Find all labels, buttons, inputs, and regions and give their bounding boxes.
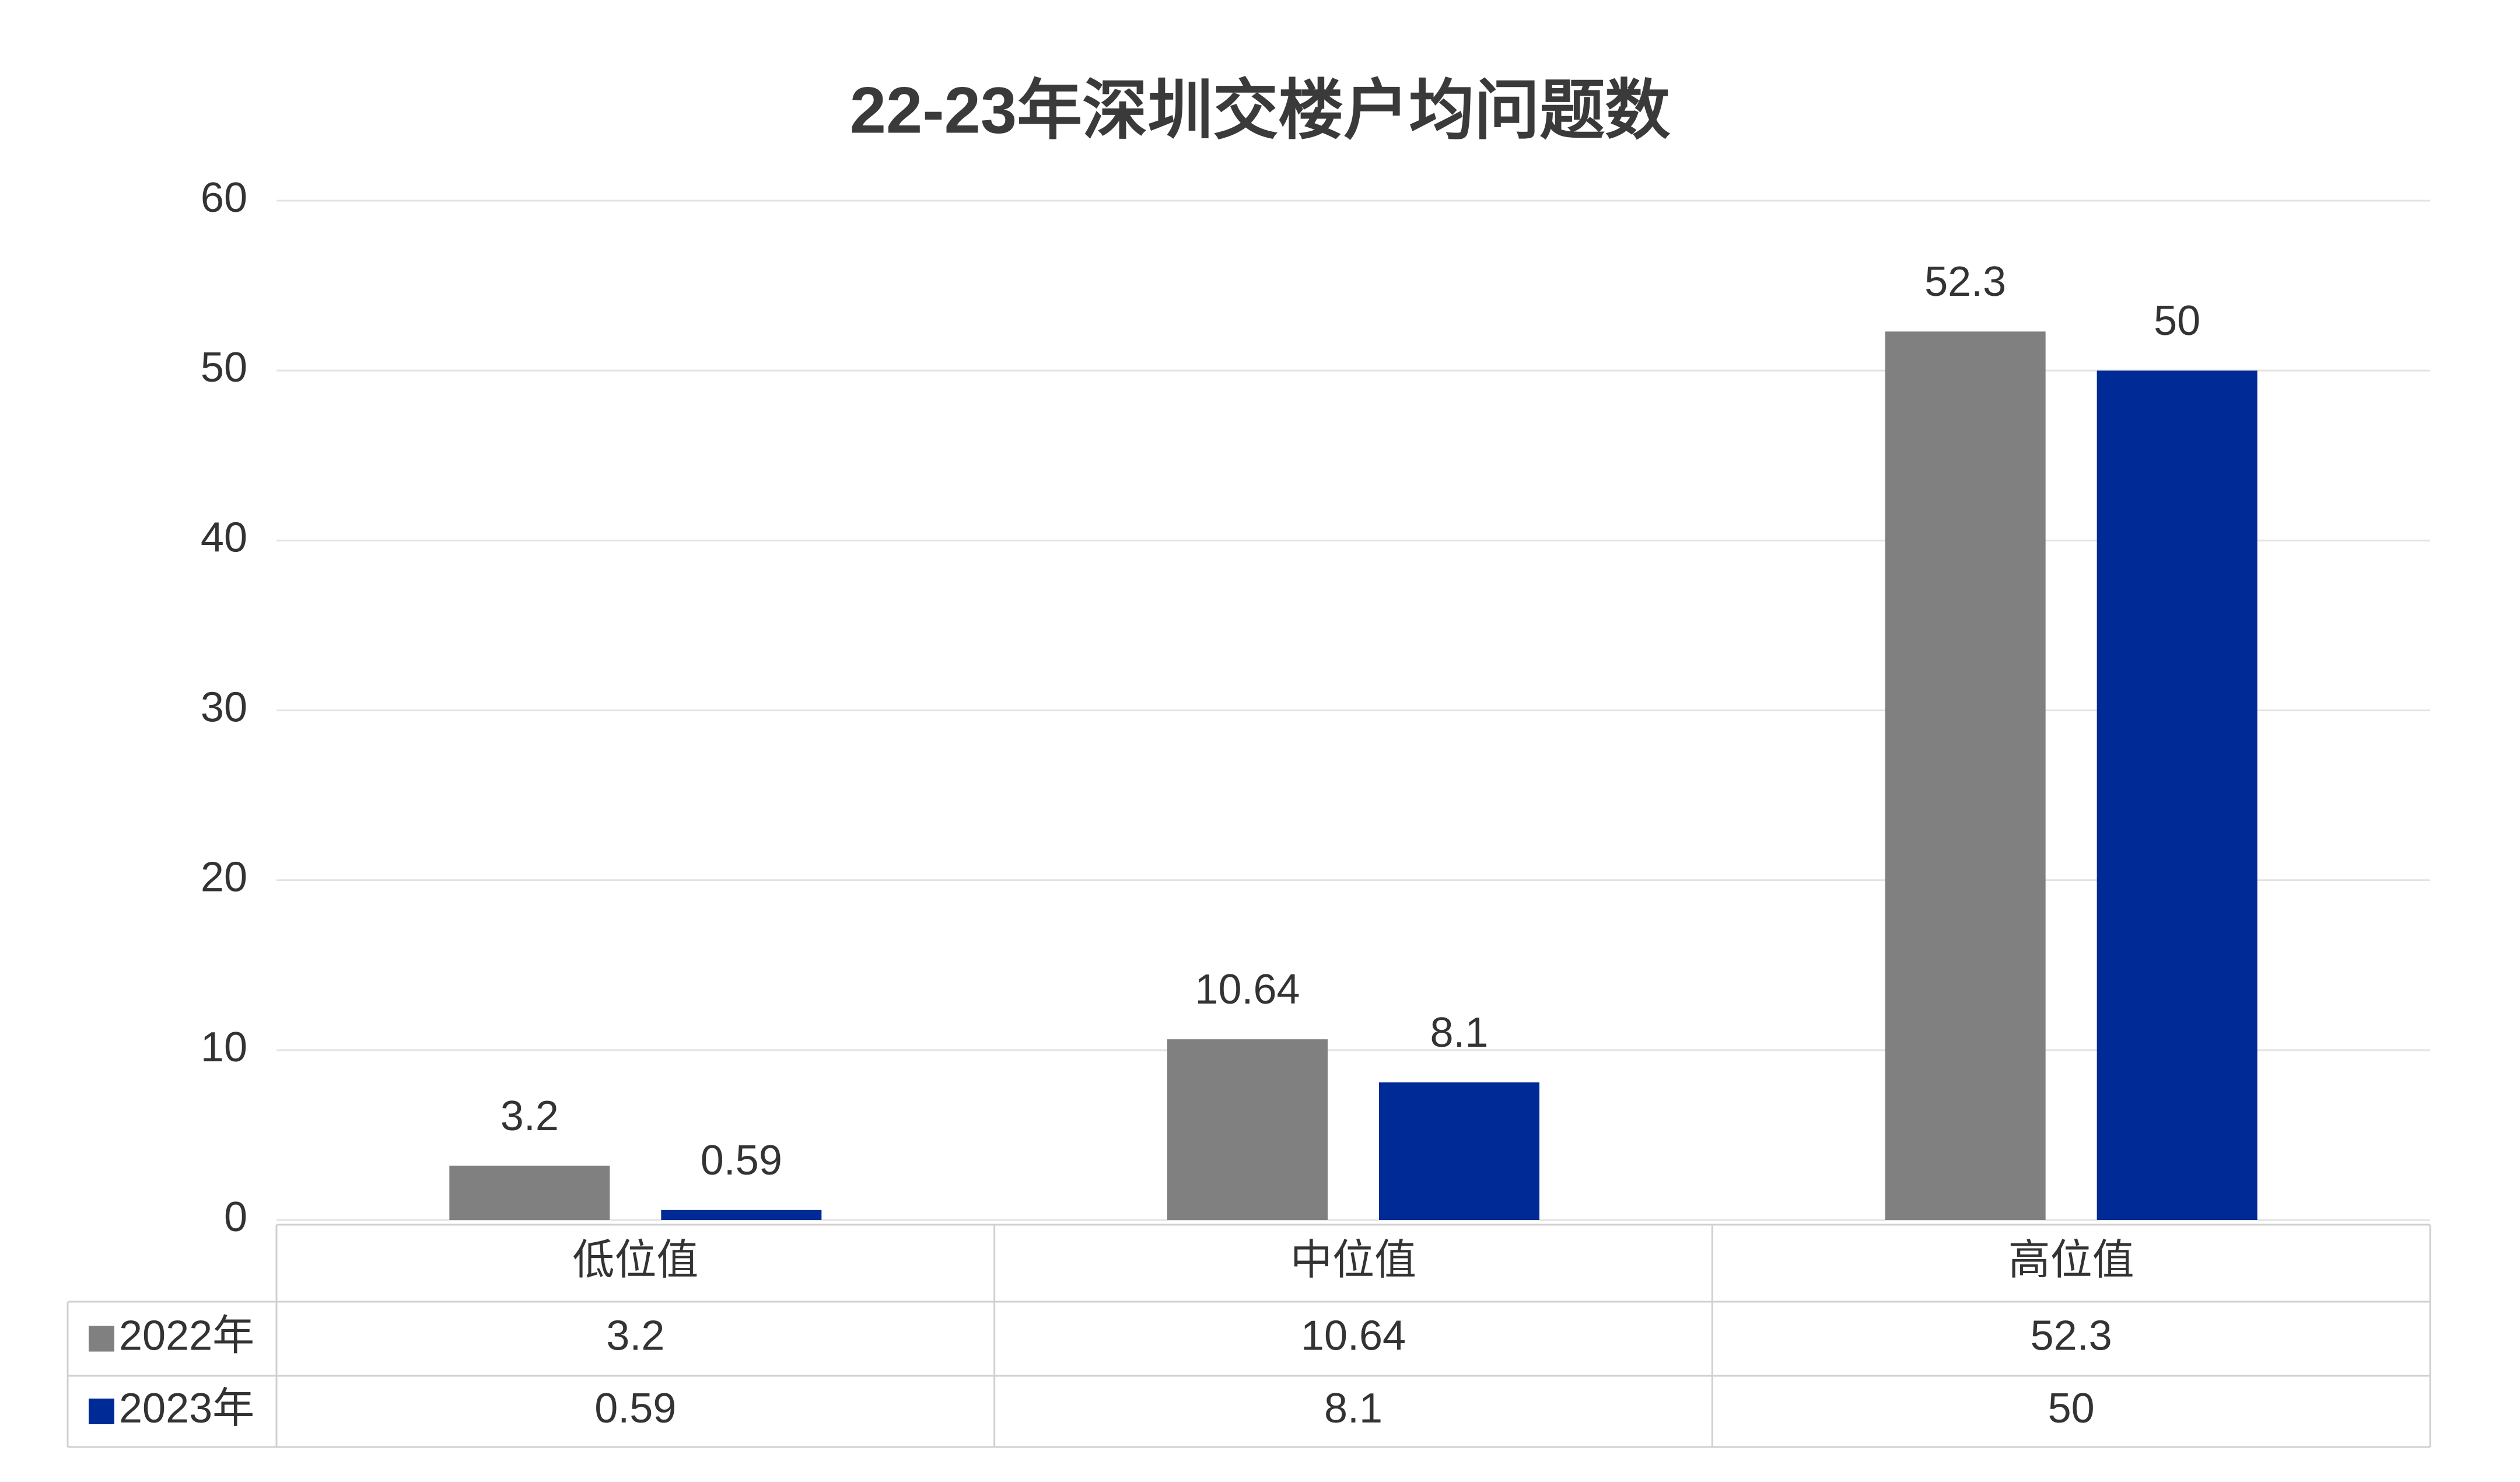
legend-label: 2023年 — [119, 1385, 254, 1432]
data-label: 50 — [2154, 298, 2200, 344]
legend-swatch — [89, 1326, 114, 1352]
data-label: 10.64 — [1195, 966, 1300, 1013]
table-value: 3.2 — [606, 1313, 664, 1359]
table-value: 8.1 — [1324, 1385, 1382, 1432]
bar — [1885, 331, 2046, 1221]
x-tick-label: 中位值 — [1290, 1237, 1416, 1284]
x-tick-label: 高位值 — [2008, 1237, 2134, 1284]
table-value: 10.64 — [1301, 1313, 1406, 1359]
data-label: 3.2 — [501, 1093, 559, 1140]
y-tick-label: 20 — [201, 854, 247, 901]
chart-title: 22-23年深圳交楼户均问题数 — [850, 74, 1670, 147]
legend-label: 2022年 — [119, 1313, 254, 1359]
y-tick-label: 0 — [224, 1194, 247, 1240]
y-tick-label: 60 — [201, 174, 247, 221]
data-label: 52.3 — [1924, 258, 2006, 305]
y-tick-label: 50 — [201, 344, 247, 391]
data-label: 0.59 — [701, 1137, 782, 1184]
legend-swatch — [89, 1399, 114, 1424]
bar — [449, 1165, 610, 1220]
table-value: 52.3 — [2031, 1313, 2112, 1359]
bar — [661, 1210, 822, 1220]
x-tick-label: 低位值 — [572, 1237, 698, 1284]
bar — [1379, 1082, 1539, 1220]
table-value: 0.59 — [594, 1385, 676, 1432]
data-label: 8.1 — [1430, 1009, 1488, 1056]
bar — [2096, 370, 2258, 1220]
y-tick-label: 30 — [201, 684, 247, 731]
y-tick-label: 40 — [201, 514, 247, 561]
table-value: 50 — [2048, 1385, 2095, 1432]
bar — [1167, 1039, 1328, 1220]
y-tick-label: 10 — [201, 1024, 247, 1071]
